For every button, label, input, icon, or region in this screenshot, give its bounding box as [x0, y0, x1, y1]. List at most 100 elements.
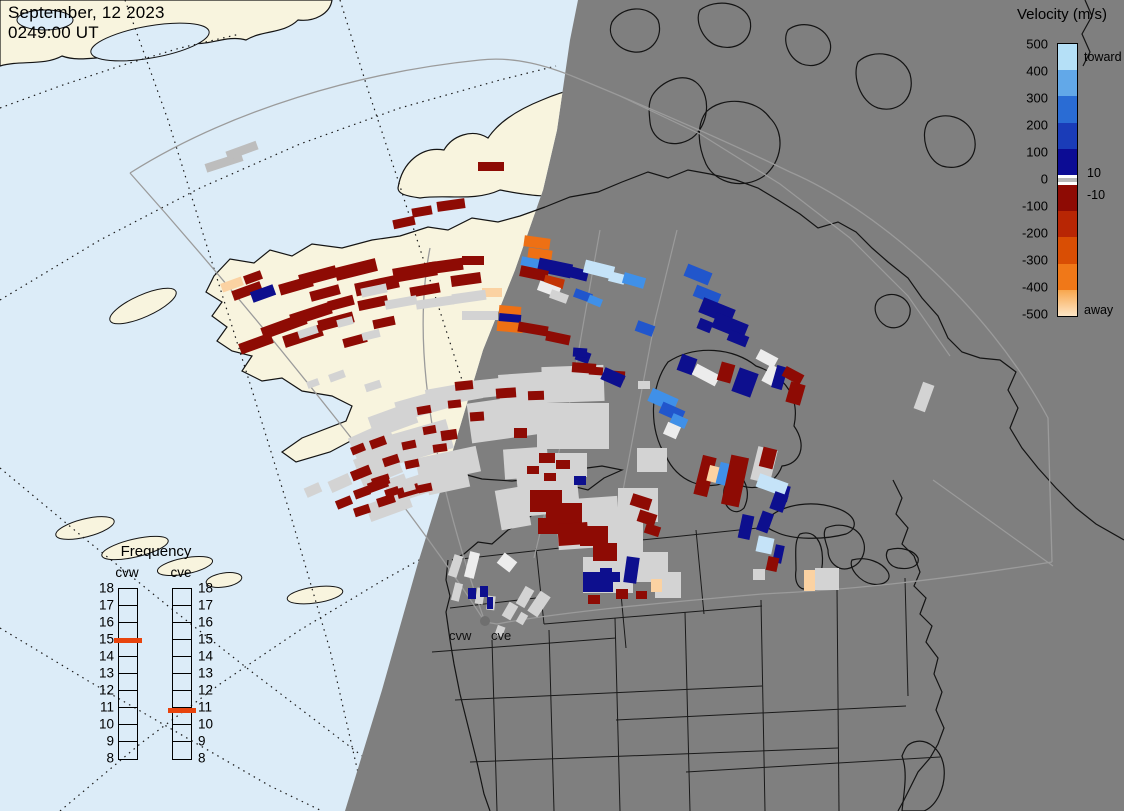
- velocity-cell-dr: [629, 493, 653, 511]
- velocity-cell-bl: [692, 284, 722, 306]
- lake-superior: [764, 503, 855, 539]
- velocity-cell-dr: [352, 485, 372, 500]
- velocity-cell-gs: [637, 448, 667, 472]
- velocity-cell-na: [737, 514, 755, 540]
- frequency-tick-right: 13: [198, 665, 214, 681]
- velocity-cell-na: [498, 313, 522, 324]
- velocity-cell-dr: [643, 522, 662, 538]
- velocity-legend-title: Velocity (m/s): [1016, 6, 1107, 23]
- arctic-island: [855, 53, 912, 110]
- frequency-cell: [173, 708, 191, 725]
- frequency-cell: [173, 623, 191, 640]
- colorbar-segment: [1058, 211, 1077, 238]
- velocity-cell-wh: [464, 551, 480, 579]
- velocity-cell-dr: [469, 411, 485, 422]
- velocity-cell-dr: [260, 312, 308, 340]
- velocity-cell-na: [600, 568, 612, 578]
- velocity-cell-pe: [220, 276, 244, 293]
- velocity-cell-dr: [350, 442, 366, 456]
- greenland-edge: [1081, 0, 1093, 67]
- frequency-cell: [173, 657, 191, 674]
- velocity-cell-gs: [515, 585, 535, 609]
- frequency-tick-right: 16: [198, 614, 214, 630]
- siberia-lagoon: [90, 22, 210, 62]
- frequency-marker-cve: [168, 707, 196, 713]
- velocity-cell-na: [487, 597, 493, 609]
- time-text: 0249:00 UT: [8, 22, 99, 42]
- frequency-tick-left: 11: [99, 699, 114, 715]
- velocity-tick-label: 100: [1026, 144, 1048, 160]
- velocity-tick-label: -100: [1021, 198, 1048, 214]
- velocity-cell-dr: [450, 271, 482, 288]
- velocity-cell-na: [480, 586, 488, 597]
- frequency-tick-left: 17: [98, 597, 114, 613]
- velocity-cell-dr: [580, 526, 608, 546]
- frequency-cell: [173, 691, 191, 708]
- banks-island: [648, 77, 708, 145]
- velocity-tick-label: -300: [1021, 252, 1048, 268]
- velocity-cell-dr: [538, 518, 558, 534]
- threshold-lower-label: -10: [1087, 188, 1106, 202]
- velocity-cell-vb: [755, 473, 789, 497]
- frequency-tick-right: 8: [198, 750, 206, 766]
- frequency-marker-cvw: [114, 638, 142, 644]
- velocity-cell-dr: [417, 482, 433, 494]
- velocity-cell-dr: [636, 509, 658, 527]
- frequency-cell: [119, 589, 137, 606]
- velocity-cell-gs: [386, 419, 454, 465]
- velocity-cell-gs: [336, 316, 354, 328]
- velocity-cell-dr: [556, 460, 570, 469]
- frequency-cell: [119, 742, 137, 759]
- velocity-cell-or: [498, 305, 522, 316]
- frequency-tick-left: 13: [98, 665, 114, 681]
- velocity-cell-dr: [432, 443, 448, 453]
- velocity-cell-gs: [328, 369, 346, 383]
- victoria-island: [698, 100, 781, 185]
- away-label: away: [1084, 303, 1114, 317]
- frequency-column-label: cve: [170, 565, 192, 580]
- velocity-cell-na: [771, 364, 788, 391]
- day-land-layer: [0, 0, 578, 811]
- frequency-tick-right: 17: [198, 597, 214, 613]
- velocity-cell-gs: [447, 554, 464, 578]
- velocity-cell-na: [249, 284, 277, 303]
- velocity-cell-dr: [298, 265, 338, 287]
- velocity-cell-dr: [317, 311, 355, 332]
- frequency-tick-right: 15: [198, 631, 214, 647]
- velocity-cell-bl: [634, 320, 656, 337]
- velocity-cell-dr: [342, 333, 368, 348]
- velocity-cell-dr: [409, 282, 441, 298]
- velocity-cell-na: [623, 556, 640, 584]
- velocity-cell-dr: [545, 330, 571, 346]
- frequency-tick-left: 10: [98, 716, 114, 732]
- arctic-coast: [544, 169, 1124, 541]
- frequency-cell: [173, 725, 191, 742]
- velocity-cell-dr: [527, 390, 545, 401]
- velocity-cell-dr: [376, 493, 396, 508]
- velocity-cell-dr: [401, 439, 417, 451]
- colorbar-segment: [1058, 122, 1077, 149]
- lake-ontario: [885, 547, 919, 570]
- velocity-cell-gs: [360, 283, 388, 298]
- velocity-cell-na: [755, 510, 775, 534]
- velocity-cell-na: [726, 329, 750, 348]
- velocity-cell-bl: [573, 288, 593, 303]
- velocity-cell-or: [523, 235, 551, 250]
- velocity-cell-dr: [357, 294, 389, 312]
- velocity-cell-vb: [582, 259, 616, 280]
- pacific-coast: [445, 559, 491, 811]
- velocity-cell-dr: [785, 381, 806, 406]
- velocity-cell-dr: [334, 495, 354, 510]
- colorbar-segment: [1058, 96, 1077, 123]
- frequency-tick-left: 9: [106, 733, 114, 749]
- velocity-cell-dr: [616, 589, 628, 599]
- frequency-tick-left: 14: [98, 648, 114, 664]
- frequency-cell: [119, 674, 137, 691]
- toward-label: toward: [1084, 50, 1122, 64]
- velocity-cell-gs: [415, 295, 455, 310]
- velocity-colorbar: [1057, 43, 1078, 317]
- velocity-cell-dr: [392, 215, 416, 230]
- velocity-cell-dr: [539, 453, 555, 463]
- velocity-cell-na: [600, 367, 626, 388]
